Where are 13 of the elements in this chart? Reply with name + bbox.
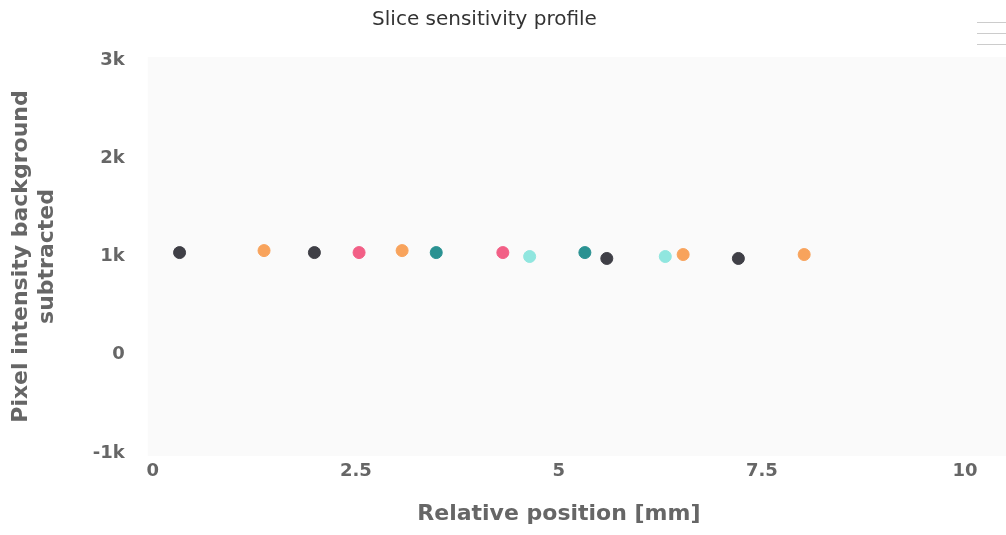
y-axis-title: Pixel intensity background subtracted bbox=[6, 90, 59, 423]
x-tick-label: 5 bbox=[552, 459, 566, 481]
y-tick-label: 3k bbox=[100, 47, 126, 69]
y-tick-label: -1k bbox=[92, 440, 126, 462]
x-axis-title: Relative position [mm] bbox=[417, 499, 701, 525]
x-tick-label: 7.5 bbox=[746, 459, 778, 481]
chart-title: Slice sensitivity profile bbox=[372, 6, 597, 31]
x-tick-label: 2.5 bbox=[339, 459, 372, 481]
y-tick-label: 2k bbox=[100, 145, 126, 167]
y-tick-label: 0 bbox=[112, 342, 125, 364]
x-tick-label: 10 bbox=[952, 459, 978, 481]
x-tick-label: 0 bbox=[146, 459, 160, 481]
y-tick-label: 1k bbox=[100, 244, 126, 266]
